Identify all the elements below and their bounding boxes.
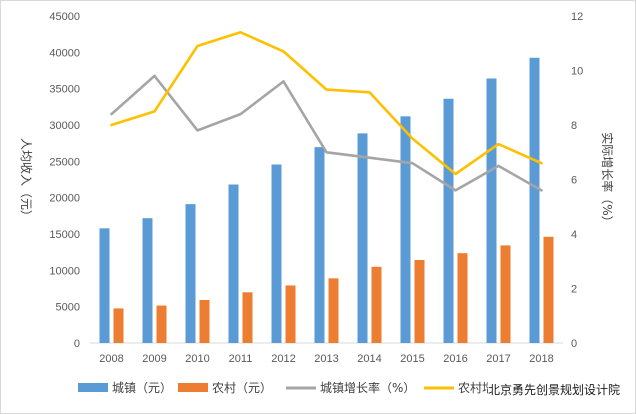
legend-label: 城镇（元） bbox=[112, 381, 172, 395]
watermark-text: 北京勇先创景规划设计院 bbox=[488, 382, 620, 397]
legend-label: 城镇增长率（%） bbox=[320, 380, 415, 395]
rural-income-bar bbox=[543, 236, 554, 343]
rural-income-bar bbox=[113, 308, 124, 343]
y-tick-label: 5000 bbox=[56, 302, 80, 314]
y2-tick-label: 12 bbox=[571, 11, 583, 23]
x-axis-ticks: 2008 2009 2010 2011 2012 2013 2014 2015 2016 2017… bbox=[99, 353, 553, 365]
y2-tick-label: 2 bbox=[571, 284, 577, 296]
rural-income-bar bbox=[457, 253, 468, 343]
y-tick-label: 40000 bbox=[49, 47, 80, 59]
rural-income-bar bbox=[156, 305, 167, 343]
urban-income-bar bbox=[400, 116, 411, 343]
urban-income-bar bbox=[357, 133, 368, 343]
watermark-backdrop bbox=[488, 379, 624, 396]
rural-income-bar bbox=[328, 278, 339, 343]
x-tick-label: 2017 bbox=[486, 353, 510, 365]
y2-tick-label: 10 bbox=[571, 66, 583, 78]
rural-growth-line bbox=[110, 30, 543, 176]
urban-income-bar bbox=[529, 57, 540, 344]
x-tick-label: 2014 bbox=[357, 353, 381, 365]
rural-income-bar bbox=[371, 266, 382, 343]
rural-income-bar bbox=[414, 260, 425, 343]
rural-income-bar bbox=[285, 285, 296, 343]
x-tick-label: 2008 bbox=[99, 353, 123, 365]
x-tick-label: 2016 bbox=[443, 353, 467, 365]
legend-label: 农村（元） bbox=[212, 381, 272, 395]
rural-income-bar bbox=[199, 299, 210, 343]
urban-income-bar bbox=[142, 218, 153, 343]
urban-income-bar bbox=[228, 184, 239, 343]
urban-income-bar bbox=[486, 78, 497, 343]
x-tick-label: 2015 bbox=[400, 353, 424, 365]
bar-marks bbox=[99, 57, 554, 344]
rural-income-bar bbox=[242, 292, 253, 343]
right-axis-ticks: 0 2 4 6 8 10 12 bbox=[571, 11, 583, 350]
urban-income-bar bbox=[271, 164, 282, 343]
y2-tick-label: 6 bbox=[571, 175, 577, 187]
y2-tick-label: 8 bbox=[571, 120, 577, 132]
y-tick-label: 10000 bbox=[49, 265, 80, 277]
rural-income-bar bbox=[500, 245, 511, 343]
x-tick-label: 2010 bbox=[185, 353, 209, 365]
y-axis-title: 人均收入（元） bbox=[19, 138, 33, 222]
y2-tick-label: 0 bbox=[571, 338, 577, 350]
x-tick-label: 2011 bbox=[229, 353, 253, 365]
line-marks bbox=[110, 30, 543, 192]
y-tick-label: 25000 bbox=[49, 156, 80, 168]
urban-income-bar bbox=[99, 228, 110, 343]
legend-swatch bbox=[178, 383, 208, 392]
x-tick-label: 2013 bbox=[314, 353, 338, 365]
urban-income-bar bbox=[314, 147, 325, 343]
y-tick-label: 35000 bbox=[49, 84, 80, 96]
x-tick-label: 2012 bbox=[271, 353, 295, 365]
legend-swatch bbox=[78, 383, 108, 392]
left-axis-ticks: 0 5000 10000 15000 20000 25000 30000 35000 40000… bbox=[49, 11, 80, 350]
x-tick-label: 2018 bbox=[529, 353, 553, 365]
urban-income-bar bbox=[185, 204, 196, 343]
y-tick-label: 15000 bbox=[49, 229, 80, 241]
urban-income-bar bbox=[443, 98, 454, 344]
x-tick-label: 2009 bbox=[142, 353, 166, 365]
legend: 城镇（元）农村（元）城镇增长率（%）农村增长率（%） bbox=[78, 379, 624, 396]
urban-growth-line bbox=[110, 74, 543, 192]
y-tick-label: 0 bbox=[74, 338, 80, 350]
y2-tick-label: 4 bbox=[571, 229, 577, 241]
y2-axis-title: 实际增长率（%） bbox=[600, 132, 615, 227]
y-tick-label: 45000 bbox=[49, 11, 80, 23]
y-tick-label: 20000 bbox=[49, 193, 80, 205]
y-tick-label: 30000 bbox=[49, 120, 80, 132]
